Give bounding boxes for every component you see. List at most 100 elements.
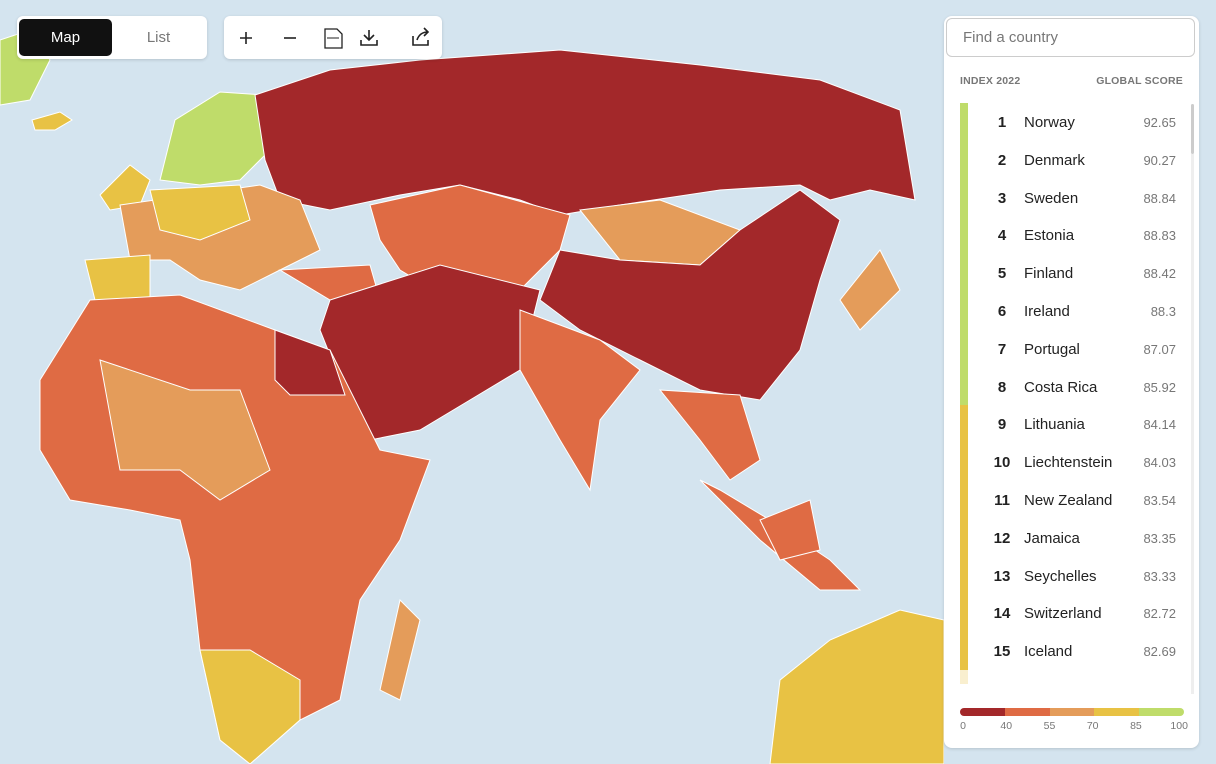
scrollbar[interactable] <box>1191 104 1194 154</box>
score: 82.72 <box>1143 606 1176 622</box>
index-header: INDEX 2022 <box>960 75 1021 87</box>
country-name: Ireland <box>1024 303 1070 320</box>
rank: 9 <box>997 416 1007 434</box>
view-toggle: Map List <box>17 16 207 59</box>
iceland <box>31 111 73 131</box>
country-row[interactable]: 7 Portugal 87.07 <box>960 329 1176 368</box>
pdf[interactable] <box>324 28 343 49</box>
legend-tick: 85 <box>1130 720 1142 732</box>
toolbar <box>224 16 442 59</box>
country-name: Costa Rica <box>1024 378 1098 396</box>
country-row[interactable]: 6 Ireland 88.3 <box>960 292 1176 330</box>
south-africa <box>199 649 301 764</box>
rank: 16 <box>988 681 1016 684</box>
score: 88.83 <box>1143 228 1176 244</box>
rank: 2 <box>997 151 1007 169</box>
score: 84.03 <box>1143 455 1176 471</box>
country-name: Jamaica <box>1024 529 1080 547</box>
score-color <box>960 670 968 684</box>
scroll-track <box>1191 154 1194 694</box>
rank: 13 <box>993 567 1011 585</box>
score-color <box>960 594 968 633</box>
score: 84.14 <box>1143 417 1176 433</box>
country-row[interactable]: 8 Costa Rica 85.92 <box>960 367 1176 406</box>
score: 88.3 <box>1150 304 1176 319</box>
share[interactable] <box>412 27 430 46</box>
russia <box>254 49 916 216</box>
india <box>519 309 641 492</box>
legend-tick: 100 <box>1170 720 1188 732</box>
score-color <box>960 329 968 368</box>
rank: 5 <box>997 265 1007 283</box>
country-row[interactable]: 11 New Zealand 83.54 <box>960 481 1176 519</box>
legend-band <box>960 708 1005 716</box>
nordic <box>159 91 271 186</box>
score-header: GLOBAL SCORE <box>1096 75 1183 87</box>
legend-tick: 70 <box>1086 720 1099 732</box>
score: 83.33 <box>1143 568 1176 584</box>
legend <box>960 708 1184 716</box>
score-color <box>960 254 968 293</box>
score: 82.04 <box>1143 682 1176 684</box>
score-color <box>960 405 968 444</box>
country-row[interactable]: 14 Switzerland 82.72 <box>960 594 1176 633</box>
rank: 7 <box>997 340 1007 358</box>
rank: 4 <box>997 227 1007 245</box>
country-name: Germany <box>1024 681 1086 684</box>
world-map <box>0 29 944 764</box>
list-tab[interactable]: List <box>146 29 171 46</box>
country-row[interactable]: 13 Seychelles 83.33 <box>960 556 1176 595</box>
score: 88.84 <box>1143 190 1176 206</box>
score-color <box>960 103 968 141</box>
score: 87.07 <box>1143 341 1176 357</box>
score-color <box>960 367 968 406</box>
country-name: Iceland <box>1024 643 1073 661</box>
country-row[interactable]: 12 Jamaica 83.35 <box>960 518 1176 557</box>
country-name: Sweden <box>1024 189 1079 207</box>
rank: 8 <box>997 378 1007 396</box>
score-color <box>960 481 968 519</box>
rank: 14 <box>993 605 1011 623</box>
country-row[interactable]: 4 Estonia 88.83 <box>960 216 1176 255</box>
china <box>539 189 841 401</box>
country-name: Denmark <box>1024 151 1085 169</box>
ranking-panel: Find a country INDEX 2022 GLOBAL SCORE 1… <box>944 16 1199 748</box>
toolbar-icons <box>240 27 430 49</box>
country-row[interactable]: 10 Liechtenstein 84.03 <box>960 443 1176 482</box>
madagascar <box>379 599 421 701</box>
central-europe <box>149 184 251 241</box>
country-name: Lithuania <box>1024 416 1085 434</box>
country-row[interactable]: 2 Denmark 90.27 <box>960 140 1176 179</box>
legend-band <box>1049 708 1095 716</box>
se-asia <box>658 389 761 481</box>
search-input[interactable]: Find a country <box>946 18 1195 57</box>
country-row[interactable]: 9 Lithuania 84.14 <box>960 405 1176 444</box>
countries <box>0 29 944 764</box>
country-name: Estonia <box>1024 227 1075 245</box>
rank: 15 <box>993 643 1011 661</box>
zoom-in[interactable] <box>240 32 252 44</box>
country-name: Finland <box>1024 265 1074 283</box>
map-tab[interactable]: Map <box>19 19 112 56</box>
country-name: Seychelles <box>1024 567 1097 585</box>
country-row[interactable]: 15 Iceland 82.69 <box>960 632 1176 671</box>
score: 92.65 <box>1143 115 1176 130</box>
download[interactable] <box>360 30 378 46</box>
score-color <box>960 443 968 482</box>
country-name: Liechtenstein <box>1024 454 1113 472</box>
score: 82.69 <box>1143 644 1176 660</box>
country-row[interactable]: 5 Finland 88.42 <box>960 254 1176 293</box>
country-row[interactable]: 3 Sweden 88.84 <box>960 178 1176 217</box>
country-row[interactable]: 1 Norway 92.65 <box>960 103 1176 141</box>
egypt <box>274 329 346 396</box>
country-row[interactable]: 16 Germany 82.04 <box>960 670 1176 684</box>
score: 88.42 <box>1143 266 1176 282</box>
score-color <box>960 556 968 595</box>
score-color <box>960 140 968 179</box>
country-name: Portugal <box>1024 340 1080 358</box>
legend-tick: 0 <box>960 720 966 732</box>
rank: 10 <box>993 454 1011 472</box>
rank: 12 <box>993 529 1011 547</box>
score: 85.92 <box>1143 379 1176 395</box>
